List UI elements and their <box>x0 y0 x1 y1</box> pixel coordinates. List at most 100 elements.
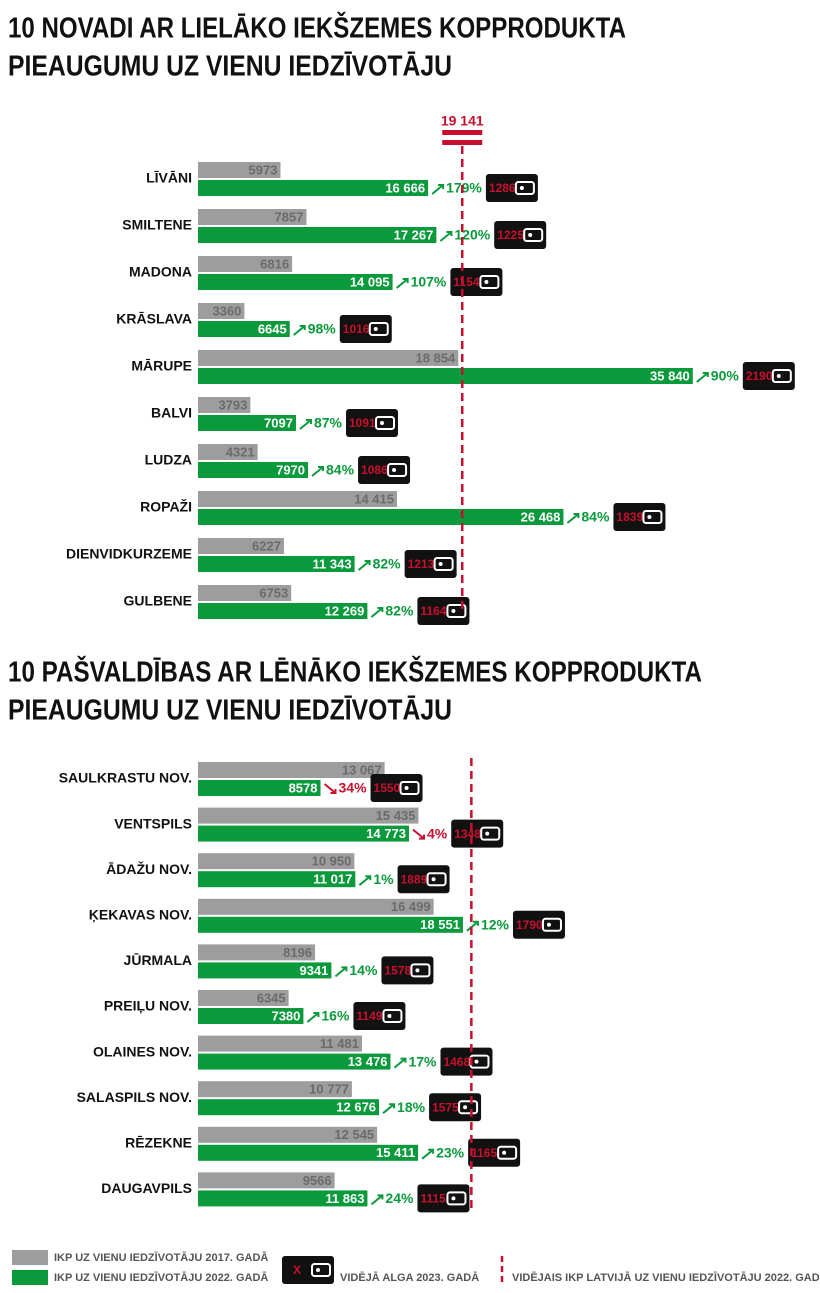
growth-label: 18% <box>397 1099 426 1115</box>
wage-label: 1164 <box>420 604 446 618</box>
wallet-icon <box>446 1191 467 1206</box>
growth-arrow <box>431 184 445 195</box>
legend-wallet-symbol: X <box>293 1263 301 1277</box>
wage-label: 1115 <box>420 1192 446 1206</box>
value-label: 15 411 <box>376 1145 415 1160</box>
bar-2022 <box>198 415 296 431</box>
value-label: 8578 <box>289 780 318 795</box>
growth-arrow <box>696 372 709 383</box>
growth-arrow <box>393 1057 407 1069</box>
bar-2022 <box>198 1053 391 1070</box>
bar-2017 <box>198 303 245 319</box>
wallet-icon <box>375 416 396 430</box>
category-label: GULBENE <box>124 593 192 609</box>
wallet-clasp <box>387 1014 392 1018</box>
value-label: 9566 <box>303 1173 332 1188</box>
legend-label: IKP UZ VIENU IEDZĪVOTĀJU 2022. GADĀ <box>54 1272 268 1284</box>
growth-label: 84% <box>581 509 610 525</box>
value-label: 14 773 <box>366 826 406 841</box>
wage-label: 1839 <box>616 510 643 524</box>
wage-label: 1149 <box>356 1009 382 1023</box>
wage-label: 1213 <box>408 557 435 571</box>
bar-2017 <box>198 350 459 366</box>
category-label: VENTSPILS <box>114 815 192 831</box>
bar-2022 <box>198 1190 368 1207</box>
wallet-icon <box>311 1263 331 1277</box>
growth-arrow <box>357 560 371 571</box>
wallet-icon <box>480 826 501 841</box>
category-label: MADONA <box>129 264 192 280</box>
wallet-clasp <box>451 609 456 613</box>
value-label: 17 267 <box>394 227 434 242</box>
value-label: 6753 <box>259 585 288 600</box>
growth-arrow <box>421 1148 435 1160</box>
value-label: 6816 <box>260 256 289 271</box>
wallet-clasp <box>415 968 420 973</box>
growth-label: 4% <box>427 825 448 841</box>
reference-label: 19 141 <box>441 113 484 129</box>
bar-2017 <box>198 898 434 915</box>
bar-2017 <box>198 256 293 272</box>
growth-arrow <box>439 231 453 242</box>
growth-label: 24% <box>385 1190 414 1206</box>
wallet-icon <box>458 1100 479 1115</box>
legend-label: VIDĒJAIS IKP LATVIJĀ UZ VIENU IEDZĪVOTĀJ… <box>512 1272 820 1284</box>
growth-label: 82% <box>385 603 414 619</box>
bar-2017 <box>198 585 292 601</box>
wallet-icon <box>541 917 562 932</box>
growth-label: 12% <box>481 917 510 933</box>
value-label: 18 551 <box>420 917 460 932</box>
wallet-clasp <box>519 186 524 190</box>
wallet-clasp <box>380 421 385 425</box>
bar-2022 <box>198 1144 419 1161</box>
growth-arrow <box>323 783 337 794</box>
value-label: 14 415 <box>354 491 394 506</box>
wallet-clasp <box>438 562 443 566</box>
wallet-icon <box>514 181 535 195</box>
value-label: 11 481 <box>320 1036 359 1051</box>
growth-label: 1% <box>373 871 394 887</box>
bar-2022 <box>198 227 437 243</box>
value-label: 6345 <box>257 990 286 1005</box>
growth-label: 82% <box>373 556 402 572</box>
value-label: 8196 <box>283 945 312 960</box>
wallet-clasp <box>647 515 652 519</box>
bar-2022 <box>198 321 290 337</box>
value-label: 15 435 <box>376 808 416 823</box>
bar-2017 <box>198 1081 352 1098</box>
growth-arrow <box>412 828 425 840</box>
wallet-icon <box>387 463 408 477</box>
bar-2022 <box>198 1008 304 1024</box>
wallet-clasp <box>528 233 533 237</box>
value-label: 35 840 <box>650 368 690 383</box>
bar-2017 <box>198 1035 362 1052</box>
value-label: 11 343 <box>313 556 352 571</box>
growth-arrow <box>382 1103 396 1114</box>
bar-2017 <box>198 397 251 413</box>
wallet-clasp <box>776 374 781 378</box>
wallet-icon <box>382 1009 403 1023</box>
wage-label: 1550 <box>374 781 401 795</box>
wallet-clasp <box>463 1105 468 1110</box>
bar-2017 <box>198 807 419 824</box>
value-label: 11 017 <box>313 872 352 887</box>
value-label: 7380 <box>271 1008 300 1023</box>
chart-title: PIEAUGUMU UZ VIENU IEDZĪVOTĀJU <box>8 695 452 727</box>
wage-label: 1016 <box>343 322 370 336</box>
growth-arrow <box>566 513 580 524</box>
value-label: 3793 <box>218 397 247 412</box>
growth-arrow <box>395 278 409 289</box>
value-label: 10 950 <box>312 854 352 869</box>
bar-2022 <box>198 462 309 478</box>
value-label: 13 067 <box>342 762 382 777</box>
wage-label: 1165 <box>471 1146 497 1160</box>
wallet-icon <box>497 1145 518 1160</box>
legend-wallet <box>282 1256 334 1284</box>
wallet-icon <box>433 557 454 571</box>
category-label: JŪRMALA <box>124 952 192 968</box>
growth-label: 107% <box>411 274 447 290</box>
bar-2017 <box>198 762 385 778</box>
growth-arrow <box>299 419 312 430</box>
category-label: OLAINES NOV. <box>93 1043 192 1059</box>
bar-2017 <box>198 162 281 178</box>
